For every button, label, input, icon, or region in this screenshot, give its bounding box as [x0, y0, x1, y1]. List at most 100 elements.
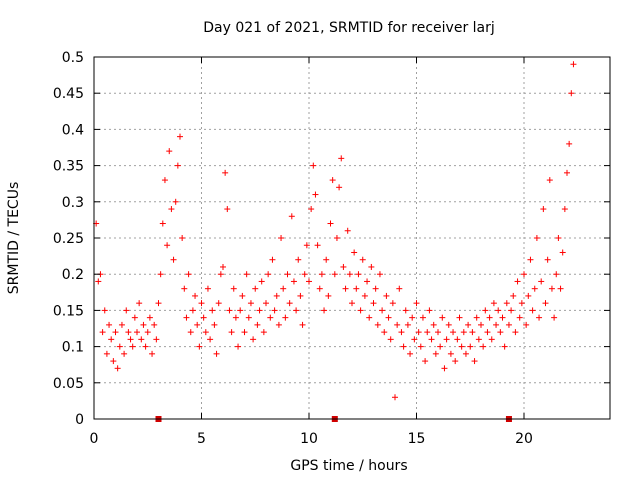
data-point	[295, 256, 302, 263]
y-tick-label: 0.35	[53, 159, 84, 175]
data-point	[134, 329, 140, 336]
data-point	[548, 285, 555, 292]
data-point	[411, 336, 418, 343]
data-point	[230, 285, 237, 292]
y-tick-label: 0.15	[53, 303, 84, 319]
data-point	[194, 321, 201, 328]
data-point	[445, 321, 452, 328]
data-point	[488, 336, 495, 343]
data-point	[282, 314, 289, 321]
data-point	[125, 329, 132, 336]
data-point	[372, 285, 379, 292]
data-point	[533, 235, 540, 241]
y-tick-label: 0.2	[62, 267, 84, 283]
data-point	[106, 321, 113, 328]
data-point	[99, 329, 106, 336]
data-point	[376, 271, 383, 278]
data-point	[490, 300, 497, 307]
data-point	[336, 184, 343, 191]
data-point	[462, 350, 469, 357]
data-point	[168, 206, 175, 213]
data-point	[471, 358, 478, 365]
data-point	[220, 263, 226, 270]
data-point	[551, 314, 558, 321]
data-point	[215, 300, 222, 307]
data-point	[570, 61, 577, 68]
data-point	[432, 350, 439, 357]
axes: 0 0.05 0.1 0.15 0.2 0.25 0.3 0.35 0.4 0.45 0.5 0 5 10…	[53, 50, 610, 447]
data-point	[204, 285, 211, 292]
data-point	[213, 350, 220, 357]
data-point	[110, 358, 117, 365]
data-point	[239, 292, 246, 299]
data-point	[557, 285, 564, 292]
data-point	[424, 329, 431, 336]
data-point	[108, 336, 115, 343]
data-point	[443, 336, 450, 343]
data-point	[293, 307, 300, 314]
data-point	[185, 271, 192, 278]
data-point	[200, 314, 207, 321]
data-point	[288, 213, 295, 220]
data-point	[361, 292, 368, 299]
data-point	[123, 307, 130, 314]
data-point	[222, 169, 229, 176]
data-point	[95, 278, 102, 285]
data-point	[323, 256, 330, 263]
data-point	[544, 256, 551, 263]
data-point	[478, 321, 484, 328]
data-point	[196, 343, 203, 350]
data-point	[404, 321, 411, 328]
data-point	[338, 155, 345, 162]
data-point	[166, 148, 173, 155]
data-point	[267, 314, 274, 321]
data-point	[379, 307, 386, 314]
data-point	[314, 242, 321, 249]
data-point	[228, 329, 235, 336]
data-point	[284, 271, 291, 278]
data-point	[189, 307, 196, 314]
data-point	[265, 271, 272, 278]
data-point	[559, 249, 566, 256]
data-point	[136, 300, 143, 307]
data-point	[312, 191, 319, 198]
x-tick-label: 5	[197, 431, 206, 447]
data-point	[211, 321, 218, 328]
data-point	[394, 321, 401, 328]
data-point	[426, 307, 433, 314]
data-point	[480, 343, 487, 350]
data-point	[174, 162, 181, 169]
data-point	[157, 271, 164, 278]
data-point	[529, 307, 536, 314]
data-point	[521, 271, 527, 278]
data-point	[297, 292, 304, 299]
data-point	[514, 278, 521, 285]
data-point	[553, 271, 560, 278]
data-point	[564, 169, 570, 176]
data-point	[183, 314, 190, 321]
data-point	[331, 271, 338, 278]
data-point	[209, 307, 216, 314]
data-point	[409, 314, 416, 321]
data-point	[241, 329, 248, 336]
data-point	[325, 292, 332, 299]
data-point	[359, 256, 366, 263]
data-point	[127, 336, 134, 343]
data-point	[435, 329, 441, 336]
data-point	[280, 285, 287, 292]
grid	[94, 57, 610, 419]
data-point	[538, 278, 545, 285]
data-point	[518, 300, 525, 307]
data-point	[499, 314, 506, 321]
data-point	[385, 314, 392, 321]
data-point	[456, 314, 463, 321]
data-point	[501, 343, 508, 350]
data-point	[473, 314, 480, 321]
data-point	[392, 394, 398, 401]
data-point	[512, 329, 519, 336]
x-axis-label: GPS time / hours	[290, 458, 407, 474]
data-point	[237, 307, 244, 314]
data-point	[159, 220, 166, 227]
data-point	[486, 314, 493, 321]
